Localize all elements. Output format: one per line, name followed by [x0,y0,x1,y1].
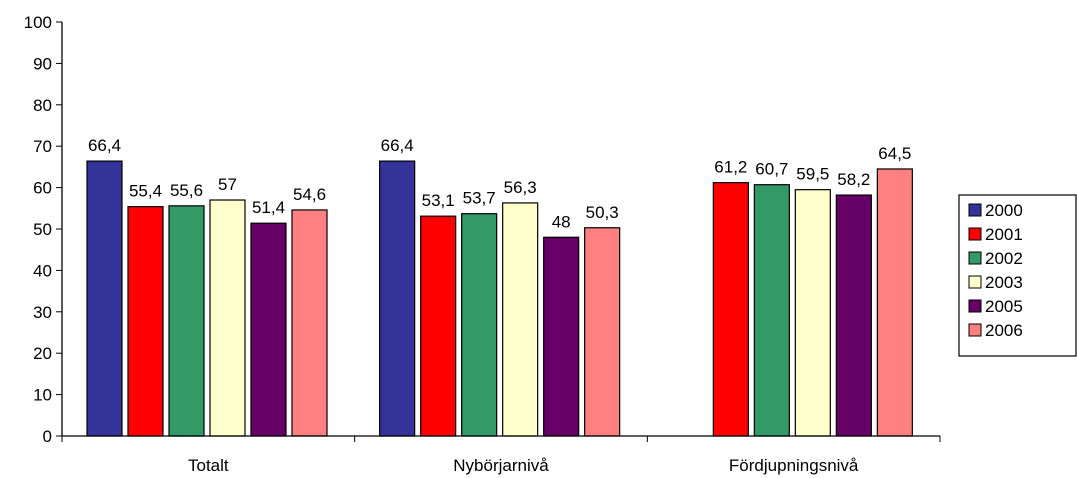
bar-2005-1 [543,236,580,437]
bar-2006-0 [291,209,328,437]
data-label: 61,2 [714,158,747,177]
bar-2006-1 [584,227,621,437]
bar-2002-2 [753,184,790,437]
x-axis-ticks [61,436,941,442]
bar-2002-1 [461,213,498,437]
legend: 2000 2001 2002 2003 2005 2006 [958,194,1077,357]
bar-2000-1 [379,160,416,437]
data-label: 54,6 [293,185,326,204]
bar-2001-1 [420,215,457,437]
bar-2000-0 [86,160,123,437]
legend-label: 2005 [985,297,1023,316]
data-label: 66,4 [88,136,121,155]
x-category-label: Fördjupningsnivå [729,456,859,475]
y-tick-label: 80 [33,96,52,115]
data-label: 50,3 [586,203,619,222]
bar-2003-1 [502,202,539,437]
data-label: 59,5 [796,165,829,184]
data-label: 55,6 [170,181,203,200]
data-label: 56,3 [504,178,537,197]
data-label: 51,4 [252,198,285,217]
y-tick-label: 90 [33,54,52,73]
bar-2005-2 [835,194,872,437]
y-tick-label: 20 [33,344,52,363]
data-label: 53,1 [422,191,455,210]
y-axis-ticks: 0 10 20 30 40 50 60 70 80 90 100 [24,13,62,446]
bar-2001-0 [127,206,164,437]
x-category-label: Nybörjarnivå [453,456,549,475]
bar-2003-0 [209,199,246,437]
legend-swatch [968,275,982,289]
y-tick-label: 0 [43,427,52,446]
y-tick-label: 50 [33,220,52,239]
data-label: 53,7 [463,189,496,208]
legend-label: 2006 [985,321,1023,340]
data-label: 64,5 [878,144,911,163]
bar-2002-0 [168,205,205,437]
data-label: 66,4 [381,136,414,155]
bar-series [86,160,913,437]
legend-swatch [968,203,982,217]
legend-label: 2001 [985,225,1023,244]
legend-swatch [968,227,982,241]
legend-label: 2000 [985,201,1023,220]
data-label: 57 [218,175,237,194]
legend-swatch [968,323,982,337]
data-label: 55,4 [129,182,162,201]
bar-2005-0 [250,222,287,437]
legend-label: 2003 [985,273,1023,292]
y-tick-label: 30 [33,303,52,322]
y-tick-label: 40 [33,261,52,280]
legend-label: 2002 [985,249,1023,268]
y-tick-label: 100 [24,13,52,32]
data-label: 48 [552,212,571,231]
legend-swatch [968,251,982,265]
x-category-label: Totalt [188,456,229,475]
y-tick-label: 70 [33,137,52,156]
bar-2003-2 [794,189,831,437]
data-label: 60,7 [755,160,788,179]
axes [61,22,940,437]
data-labels: 66,4 55,4 55,6 57 51,4 54,6 66,4 53,1 53,7 56,3 48… [88,136,911,231]
y-tick-label: 10 [33,386,52,405]
data-label: 58,2 [837,170,870,189]
y-tick-label: 60 [33,179,52,198]
x-axis-labels: Totalt Nybörjarnivå Fördjupningsnivå [188,456,859,475]
bar-2006-2 [876,168,913,437]
bar-2001-2 [712,182,749,437]
legend-swatch [968,299,982,313]
